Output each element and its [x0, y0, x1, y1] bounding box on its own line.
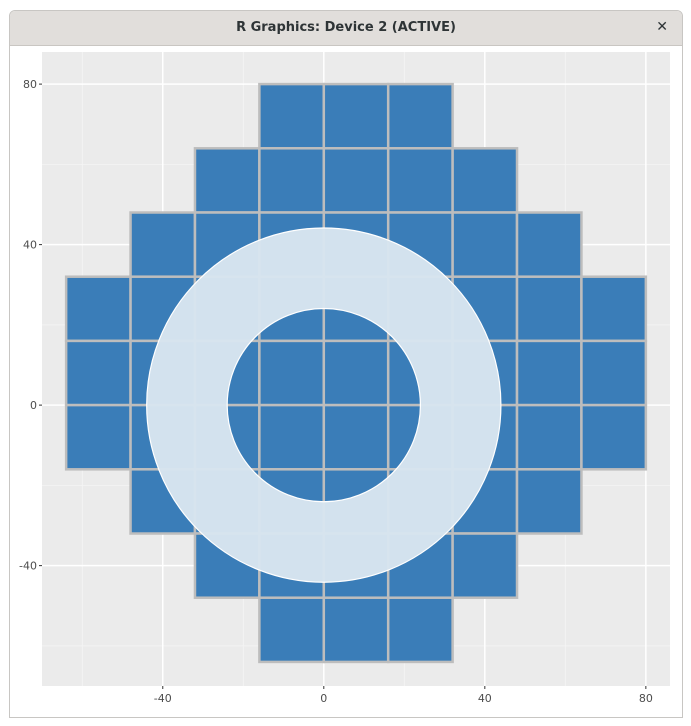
tile: [322, 147, 390, 214]
title-bar: R Graphics: Device 2 (ACTIVE) ✕: [10, 11, 682, 46]
ring: [146, 227, 502, 583]
tile: [64, 275, 132, 343]
tile: [193, 147, 261, 214]
tile: [515, 468, 583, 535]
x-tick-label: 80: [639, 692, 653, 705]
tile: [515, 403, 583, 471]
tile: [580, 275, 648, 343]
tile: [64, 339, 132, 407]
tile: [64, 403, 132, 471]
tile: [258, 339, 326, 407]
tile: [515, 339, 583, 407]
close-icon[interactable]: ✕: [656, 19, 668, 35]
y-tick-label: 0: [30, 399, 37, 412]
window-title: R Graphics: Device 2 (ACTIVE): [236, 20, 456, 35]
x-tick-label: 40: [478, 692, 492, 705]
tile: [386, 596, 454, 664]
tile: [451, 532, 519, 599]
y-tick-label: 80: [23, 78, 37, 91]
tile: [580, 403, 648, 471]
tile: [258, 82, 326, 150]
x-tick-label: 0: [320, 692, 327, 705]
tile: [515, 275, 583, 343]
y-tick-label: -40: [19, 560, 37, 573]
tile: [322, 596, 390, 664]
tile: [258, 403, 326, 471]
tile: [129, 211, 197, 278]
tile: [451, 147, 519, 214]
tile: [386, 82, 454, 150]
tile: [258, 596, 326, 664]
tile: [322, 403, 390, 471]
tile: [322, 82, 390, 150]
tile: [580, 339, 648, 407]
tile: [451, 211, 519, 278]
tile: [386, 147, 454, 214]
y-tick-label: 40: [23, 239, 37, 252]
tile: [322, 339, 390, 407]
tile: [515, 211, 583, 278]
x-tick-label: -40: [154, 692, 172, 705]
tile: [258, 147, 326, 214]
